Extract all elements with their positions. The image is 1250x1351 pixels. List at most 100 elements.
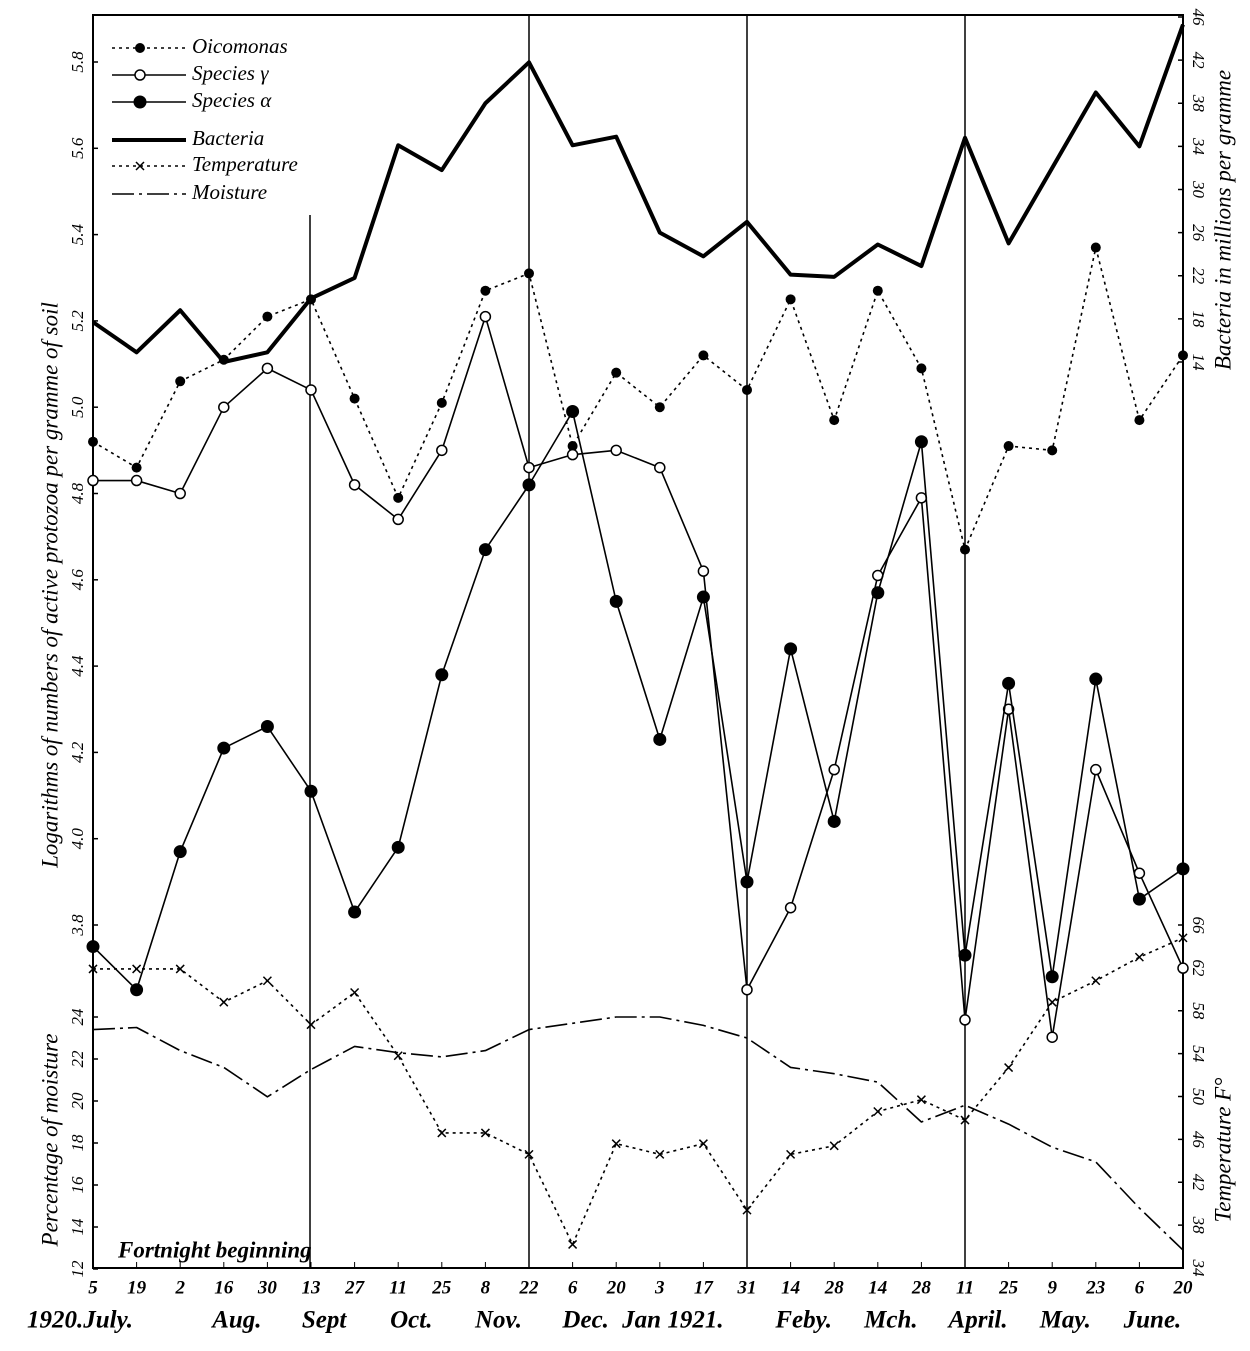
month-label: June. bbox=[1123, 1307, 1182, 1334]
series-line bbox=[92, 246, 1184, 551]
data-point bbox=[1178, 350, 1188, 361]
data-point bbox=[566, 405, 580, 419]
data-point bbox=[1089, 672, 1103, 686]
y3-tick-label: 14 bbox=[68, 1218, 87, 1236]
y4-tick-label: 46 bbox=[1189, 1131, 1208, 1149]
data-point bbox=[522, 478, 536, 492]
x-tick-label: 11 bbox=[956, 1277, 974, 1298]
data-point bbox=[391, 840, 405, 854]
data-point bbox=[829, 1141, 839, 1151]
month-label: Aug. bbox=[210, 1307, 261, 1334]
data-point bbox=[261, 362, 274, 375]
data-point bbox=[653, 732, 667, 746]
data-point bbox=[1090, 242, 1101, 253]
data-point bbox=[654, 461, 666, 474]
data-point bbox=[1002, 676, 1016, 690]
x-tick-label: 6 bbox=[1135, 1277, 1145, 1298]
data-point bbox=[435, 668, 449, 682]
y4-tick-label: 34 bbox=[1189, 1259, 1208, 1278]
data-point bbox=[958, 948, 972, 962]
data-point bbox=[217, 741, 231, 755]
data-point bbox=[915, 492, 928, 504]
legend-label: Species γ bbox=[192, 61, 269, 85]
x-tick-label: 17 bbox=[694, 1277, 715, 1298]
x-tick-label: 25 bbox=[998, 1277, 1019, 1298]
data-point bbox=[960, 544, 970, 555]
data-point bbox=[566, 448, 579, 461]
data-point bbox=[132, 964, 142, 974]
annotation: Fortnight beginning bbox=[117, 1237, 312, 1262]
y-axis-label: Logarithms of numbers of active protozoa… bbox=[37, 302, 62, 869]
month-label: Oct. bbox=[390, 1307, 432, 1334]
y-tick-label: 4.8 bbox=[68, 482, 87, 504]
y-tick-label: 5.6 bbox=[68, 137, 87, 159]
x-tick-label: 6 bbox=[568, 1277, 578, 1298]
data-point bbox=[86, 940, 100, 954]
x-tick-label: 9 bbox=[1047, 1277, 1057, 1298]
y3-tick-label: 22 bbox=[68, 1050, 87, 1068]
series-line bbox=[92, 410, 1184, 991]
x-tick-label: 13 bbox=[302, 1277, 321, 1298]
data-point bbox=[478, 543, 492, 557]
data-point bbox=[1047, 997, 1057, 1007]
y-tick-label: 4.2 bbox=[68, 741, 87, 763]
month-label: Sept bbox=[302, 1307, 348, 1334]
y3-tick-label: 24 bbox=[68, 1008, 87, 1026]
data-point bbox=[350, 987, 360, 998]
x-tick-label: 16 bbox=[214, 1277, 234, 1298]
data-point bbox=[130, 474, 143, 487]
data-point bbox=[696, 590, 710, 604]
data-point bbox=[960, 1115, 970, 1125]
data-point bbox=[348, 905, 362, 919]
data-point bbox=[174, 487, 186, 500]
month-label: 1920.July. bbox=[27, 1307, 133, 1334]
data-point bbox=[873, 1106, 883, 1117]
data-point bbox=[393, 492, 404, 503]
month-label: May. bbox=[1039, 1307, 1091, 1334]
data-point bbox=[524, 268, 534, 279]
data-point bbox=[1177, 962, 1189, 974]
data-point bbox=[784, 642, 798, 656]
data-point bbox=[306, 1020, 316, 1030]
month-label: Jan 1921. bbox=[621, 1307, 723, 1334]
data-point bbox=[1003, 441, 1014, 452]
y2-tick-label: 46 bbox=[1189, 9, 1208, 27]
y2-tick-label: 38 bbox=[1189, 94, 1208, 113]
x-tick-label: 2 bbox=[174, 1277, 185, 1298]
data-point bbox=[698, 1139, 708, 1149]
x-tick-label: 3 bbox=[654, 1277, 665, 1298]
data-point bbox=[87, 474, 99, 487]
data-point bbox=[88, 436, 98, 447]
y3-tick-label: 12 bbox=[68, 1260, 87, 1278]
data-point bbox=[1045, 970, 1059, 984]
legend-marker bbox=[133, 95, 147, 109]
month-label: Nov. bbox=[474, 1307, 522, 1334]
data-point bbox=[436, 444, 448, 457]
x-tick-label: 22 bbox=[519, 1277, 540, 1298]
data-point bbox=[480, 285, 491, 296]
data-point bbox=[698, 350, 709, 361]
y-tick-label: 4.6 bbox=[68, 569, 87, 591]
data-point bbox=[609, 594, 623, 608]
legend-marker bbox=[135, 161, 145, 171]
data-point bbox=[742, 384, 752, 395]
data-point bbox=[1134, 952, 1144, 962]
x-tick-label: 25 bbox=[431, 1277, 452, 1298]
x-tick-label: 19 bbox=[127, 1277, 147, 1298]
month-label: Feby. bbox=[774, 1307, 832, 1334]
plot-frame bbox=[92, 14, 1184, 1269]
data-point bbox=[829, 415, 840, 426]
data-point bbox=[611, 1139, 621, 1149]
y4-tick-label: 38 bbox=[1189, 1216, 1208, 1235]
legend-marker bbox=[134, 69, 146, 81]
data-point bbox=[916, 1095, 926, 1105]
data-point bbox=[1133, 867, 1146, 879]
series-line bbox=[93, 937, 1184, 1246]
x-tick-label: 14 bbox=[781, 1277, 800, 1298]
y2-tick-label: 14 bbox=[1189, 354, 1208, 372]
x-tick-label: 14 bbox=[868, 1277, 887, 1298]
data-point bbox=[304, 784, 318, 798]
data-point bbox=[218, 401, 230, 413]
x-tick-label: 30 bbox=[257, 1277, 278, 1298]
data-point bbox=[1176, 862, 1190, 876]
